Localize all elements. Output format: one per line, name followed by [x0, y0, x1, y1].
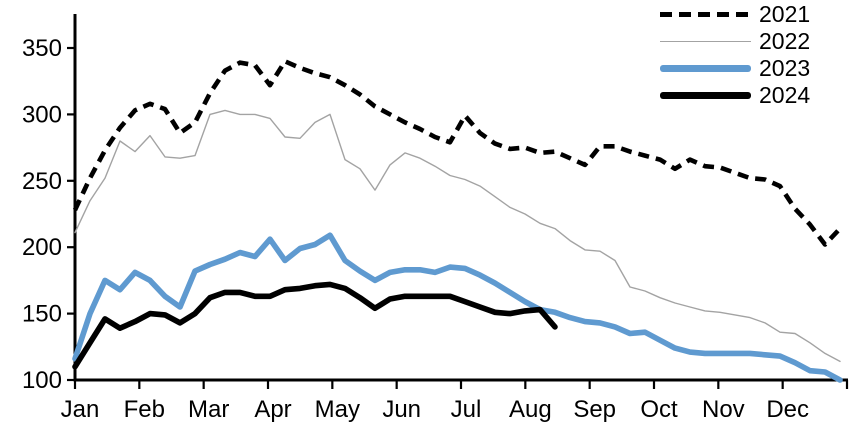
legend-label: 2024 — [759, 82, 811, 108]
legend-item-2023: 2023 — [660, 55, 810, 82]
legend-line-2022-thin-icon — [660, 40, 751, 43]
y-tick-label: 150 — [22, 301, 62, 328]
legend-item-2022: 2022 — [660, 28, 810, 55]
x-tick-label: May — [315, 396, 360, 423]
series-line-2023 — [72, 232, 843, 383]
legend-line-2024-black-icon — [660, 92, 751, 99]
chart-legend: 2021 2022 2023 2024 — [660, 1, 810, 109]
x-tick-label: Oct — [640, 396, 678, 423]
x-tick-label: Apr — [254, 396, 291, 423]
x-tick-label: Dec — [766, 396, 809, 423]
x-tick-label: Mar — [188, 396, 229, 423]
legend-line-2021-dashed-icon — [660, 12, 751, 17]
x-tick-label: Jan — [61, 396, 100, 423]
legend-line-2023-blue-icon — [660, 65, 751, 72]
y-tick-label: 350 — [22, 35, 62, 62]
y-tick-label: 250 — [22, 168, 62, 195]
series-line-2022 — [74, 109, 841, 363]
y-tick-label: 100 — [22, 367, 62, 394]
y-tick-label: 300 — [22, 101, 62, 128]
y-tick-label: 200 — [22, 234, 62, 261]
legend-label: 2021 — [759, 1, 811, 27]
x-tick-label: Feb — [124, 396, 165, 423]
x-tick-label: Jul — [451, 396, 482, 423]
x-tick-label: Jun — [382, 396, 421, 423]
legend-label: 2023 — [759, 55, 811, 81]
series-line-2024 — [72, 281, 558, 370]
x-tick-label: Sep — [573, 396, 616, 423]
legend-item-2024: 2024 — [660, 82, 810, 109]
legend-item-2021: 2021 — [660, 1, 810, 28]
series-line-2021 — [72, 58, 842, 247]
x-tick-label: Nov — [702, 396, 745, 423]
legend-label: 2022 — [759, 28, 811, 54]
x-tick-label: Aug — [509, 396, 552, 423]
